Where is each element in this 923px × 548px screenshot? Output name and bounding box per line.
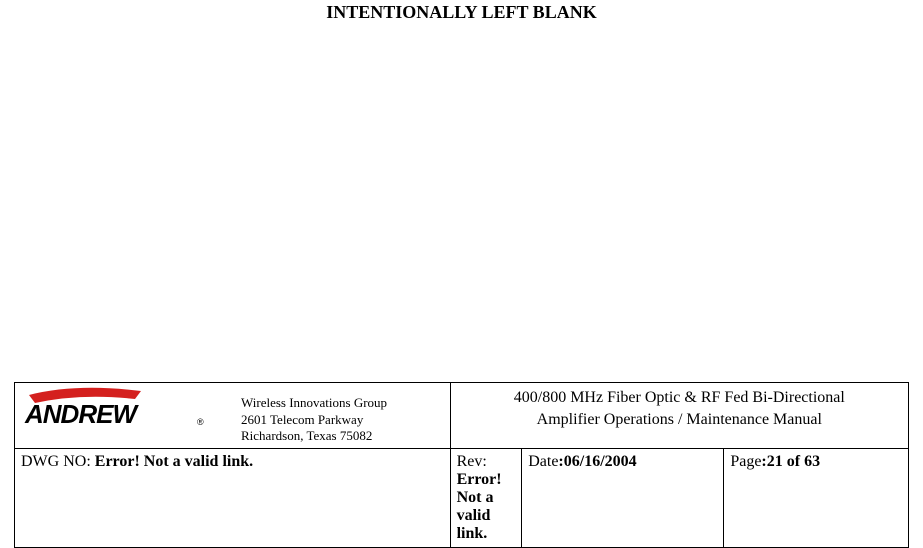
page-label: Page	[730, 453, 761, 470]
dwg-value: Error! Not a valid link.	[95, 453, 253, 470]
svg-text:®: ®	[197, 417, 204, 427]
blank-page-text: INTENTIONALLY LEFT BLANK	[0, 0, 923, 23]
page-value: :21 of 63	[761, 453, 820, 470]
address-city: Richardson, Texas 75082	[241, 428, 387, 444]
svg-text:ANDREW: ANDREW	[24, 399, 139, 429]
address-group: Wireless Innovations Group	[241, 395, 387, 411]
rev-cell: Rev: Error! Not a valid link.	[450, 449, 522, 548]
dwg-cell: DWG NO: Error! Not a valid link.	[15, 449, 451, 548]
address-street: 2601 Telecom Parkway	[241, 412, 387, 428]
andrew-logo: ANDREW ®	[21, 387, 211, 427]
footer-table: ANDREW ® Wireless Innovations Group 2601…	[14, 382, 909, 548]
manual-title-cell: 400/800 MHz Fiber Optic & RF Fed Bi-Dire…	[450, 383, 908, 449]
date-cell: Date:06/16/2004	[522, 449, 724, 548]
dwg-label: DWG NO:	[21, 453, 95, 470]
company-address: Wireless Innovations Group 2601 Telecom …	[241, 387, 387, 444]
date-label: Date	[528, 453, 558, 470]
manual-title-line1: 400/800 MHz Fiber Optic & RF Fed Bi-Dire…	[457, 387, 902, 409]
rev-value: Error! Not a valid link.	[457, 471, 502, 542]
date-value: :06/16/2004	[558, 453, 636, 470]
logo-address-cell: ANDREW ® Wireless Innovations Group 2601…	[15, 383, 451, 449]
manual-title-line2: Amplifier Operations / Maintenance Manua…	[457, 409, 902, 431]
page-cell: Page:21 of 63	[724, 449, 909, 548]
rev-label: Rev:	[457, 453, 487, 470]
